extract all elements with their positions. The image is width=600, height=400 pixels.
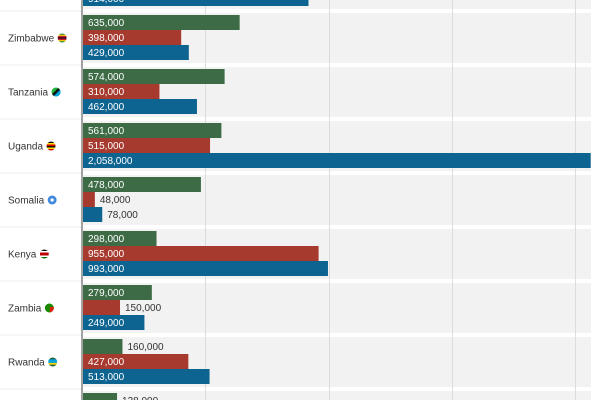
bar-series-3	[83, 45, 189, 60]
country-labels: Zimbabwe Tanzania Uganda Somalia Kenya Zambia…	[8, 33, 67, 369]
bar-series-1	[83, 285, 152, 300]
row-band	[83, 0, 591, 9]
zimbabwe-flag-icon	[57, 33, 67, 43]
bar-value-label: 78,000	[107, 210, 138, 221]
country-label: Somalia	[8, 196, 45, 207]
bar-series-1	[83, 393, 118, 400]
zambia-flag-icon	[44, 303, 54, 313]
bar-value-label: 310,000	[88, 87, 125, 98]
bar-series-3	[83, 207, 103, 222]
bar-value-label: 298,000	[88, 234, 125, 245]
somalia-flag-icon	[47, 195, 57, 205]
bars: 914,000 635,000 398,000 429,000 574,000 310,0…	[83, 0, 591, 400]
bar-series-2	[83, 30, 182, 45]
bar-series-1	[83, 15, 240, 30]
rwanda-flag-icon	[48, 357, 58, 367]
bar-value-label: 561,000	[88, 126, 125, 137]
bar-value-label: 478,000	[88, 180, 125, 191]
row-band	[83, 391, 591, 400]
bar-series-1	[83, 69, 225, 84]
bar-series-3	[83, 99, 197, 114]
bar-series-1	[83, 123, 222, 138]
bar-series-1	[83, 177, 201, 192]
bar-value-label: 515,000	[88, 141, 125, 152]
bar-series-3	[83, 315, 145, 330]
bar-series-3	[83, 369, 210, 384]
bar-series-1	[83, 339, 123, 354]
bar-value-label: 2,058,000	[88, 156, 133, 167]
bar-value-label: 462,000	[88, 102, 125, 113]
bar-series-2	[83, 300, 121, 315]
bar-value-label: 993,000	[88, 264, 125, 275]
bar-value-label: 160,000	[127, 342, 164, 353]
bar-value-label: 398,000	[88, 33, 125, 44]
bar-series-2	[83, 192, 95, 207]
bar-value-label: 249,000	[88, 318, 125, 329]
bar-value-label: 635,000	[88, 18, 125, 29]
bar-value-label: 427,000	[88, 357, 125, 368]
bar-value-label: 574,000	[88, 72, 125, 83]
country-label: Kenya	[8, 250, 37, 261]
bar-value-label: 429,000	[88, 48, 125, 59]
country-label: Zambia	[8, 304, 42, 315]
country-label: Tanzania	[8, 88, 48, 99]
bar-value-label: 279,000	[88, 288, 125, 299]
bar-value-label: 48,000	[100, 195, 131, 206]
bar-series-2	[83, 138, 211, 153]
gridlines	[205, 0, 576, 400]
bar-value-label: 914,000	[88, 0, 125, 5]
row-band	[83, 283, 591, 333]
country-label: Zimbabwe	[8, 34, 55, 45]
bar-series-3	[83, 0, 309, 6]
bar-value-label: 513,000	[88, 372, 125, 383]
bar-series-1	[83, 231, 157, 246]
bar-value-label: 138,000	[122, 396, 159, 400]
uganda-flag-icon	[46, 141, 56, 151]
bar-series-2	[83, 354, 189, 369]
kenya-flag-icon	[39, 249, 49, 259]
bar-series-2	[83, 246, 319, 261]
bar-value-label: 150,000	[125, 303, 162, 314]
bar-series-3	[83, 153, 591, 168]
tanzania-flag-icon	[51, 87, 61, 97]
country-label: Rwanda	[8, 358, 45, 369]
bar-value-label: 955,000	[88, 249, 125, 260]
country-label: Uganda	[8, 142, 43, 153]
bar-series-3	[83, 261, 328, 276]
bar-series-2	[83, 84, 160, 99]
